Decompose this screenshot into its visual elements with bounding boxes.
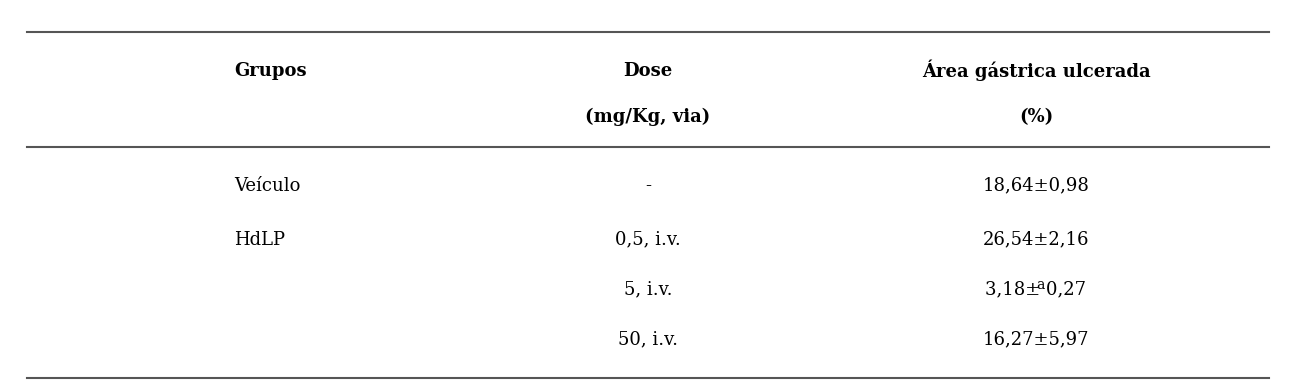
Text: HdLP: HdLP	[235, 231, 285, 248]
Text: Veículo: Veículo	[235, 177, 301, 195]
Text: Dose: Dose	[623, 62, 673, 80]
Text: Área gástrica ulcerada: Área gástrica ulcerada	[921, 60, 1151, 81]
Text: -: -	[645, 177, 651, 195]
Text: Grupos: Grupos	[235, 62, 307, 80]
Text: 16,27±5,97: 16,27±5,97	[982, 330, 1089, 349]
Text: (mg/Kg, via): (mg/Kg, via)	[586, 108, 710, 126]
Text: 18,64±0,98: 18,64±0,98	[982, 177, 1090, 195]
Text: a: a	[1037, 278, 1045, 292]
Text: 50, i.v.: 50, i.v.	[618, 330, 678, 349]
Text: 0,5, i.v.: 0,5, i.v.	[616, 231, 680, 248]
Text: 3,18± 0,27: 3,18± 0,27	[985, 281, 1086, 298]
Text: (%): (%)	[1019, 108, 1054, 126]
Text: 26,54±2,16: 26,54±2,16	[982, 231, 1089, 248]
Text: 5, i.v.: 5, i.v.	[623, 281, 673, 298]
